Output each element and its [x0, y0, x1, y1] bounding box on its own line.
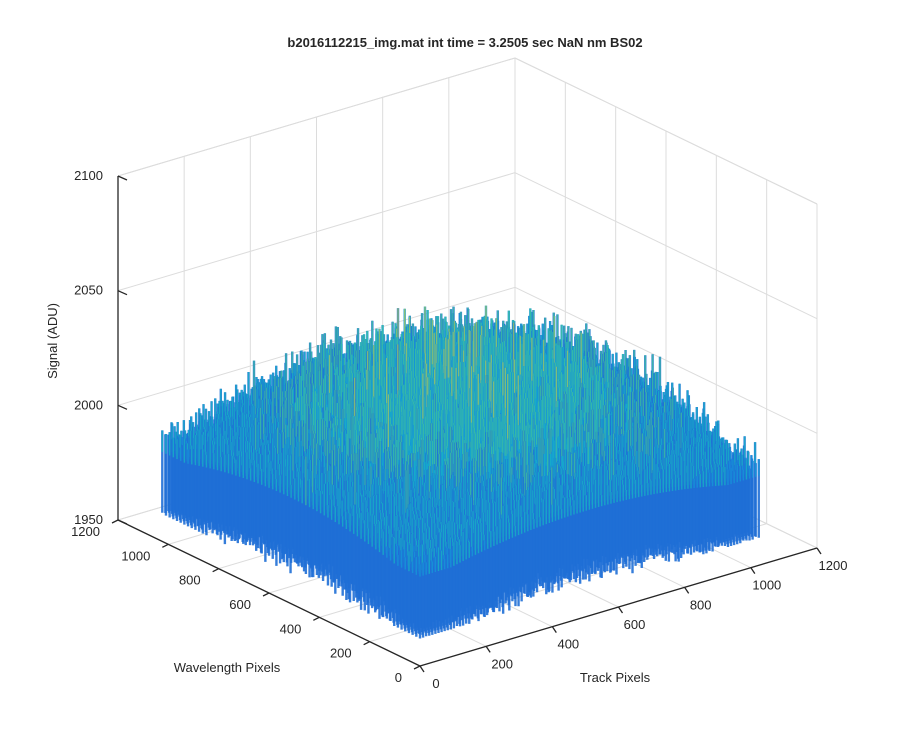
surface-plot[interactable]: 0200400600800100012000200400600800100012… — [0, 0, 900, 750]
